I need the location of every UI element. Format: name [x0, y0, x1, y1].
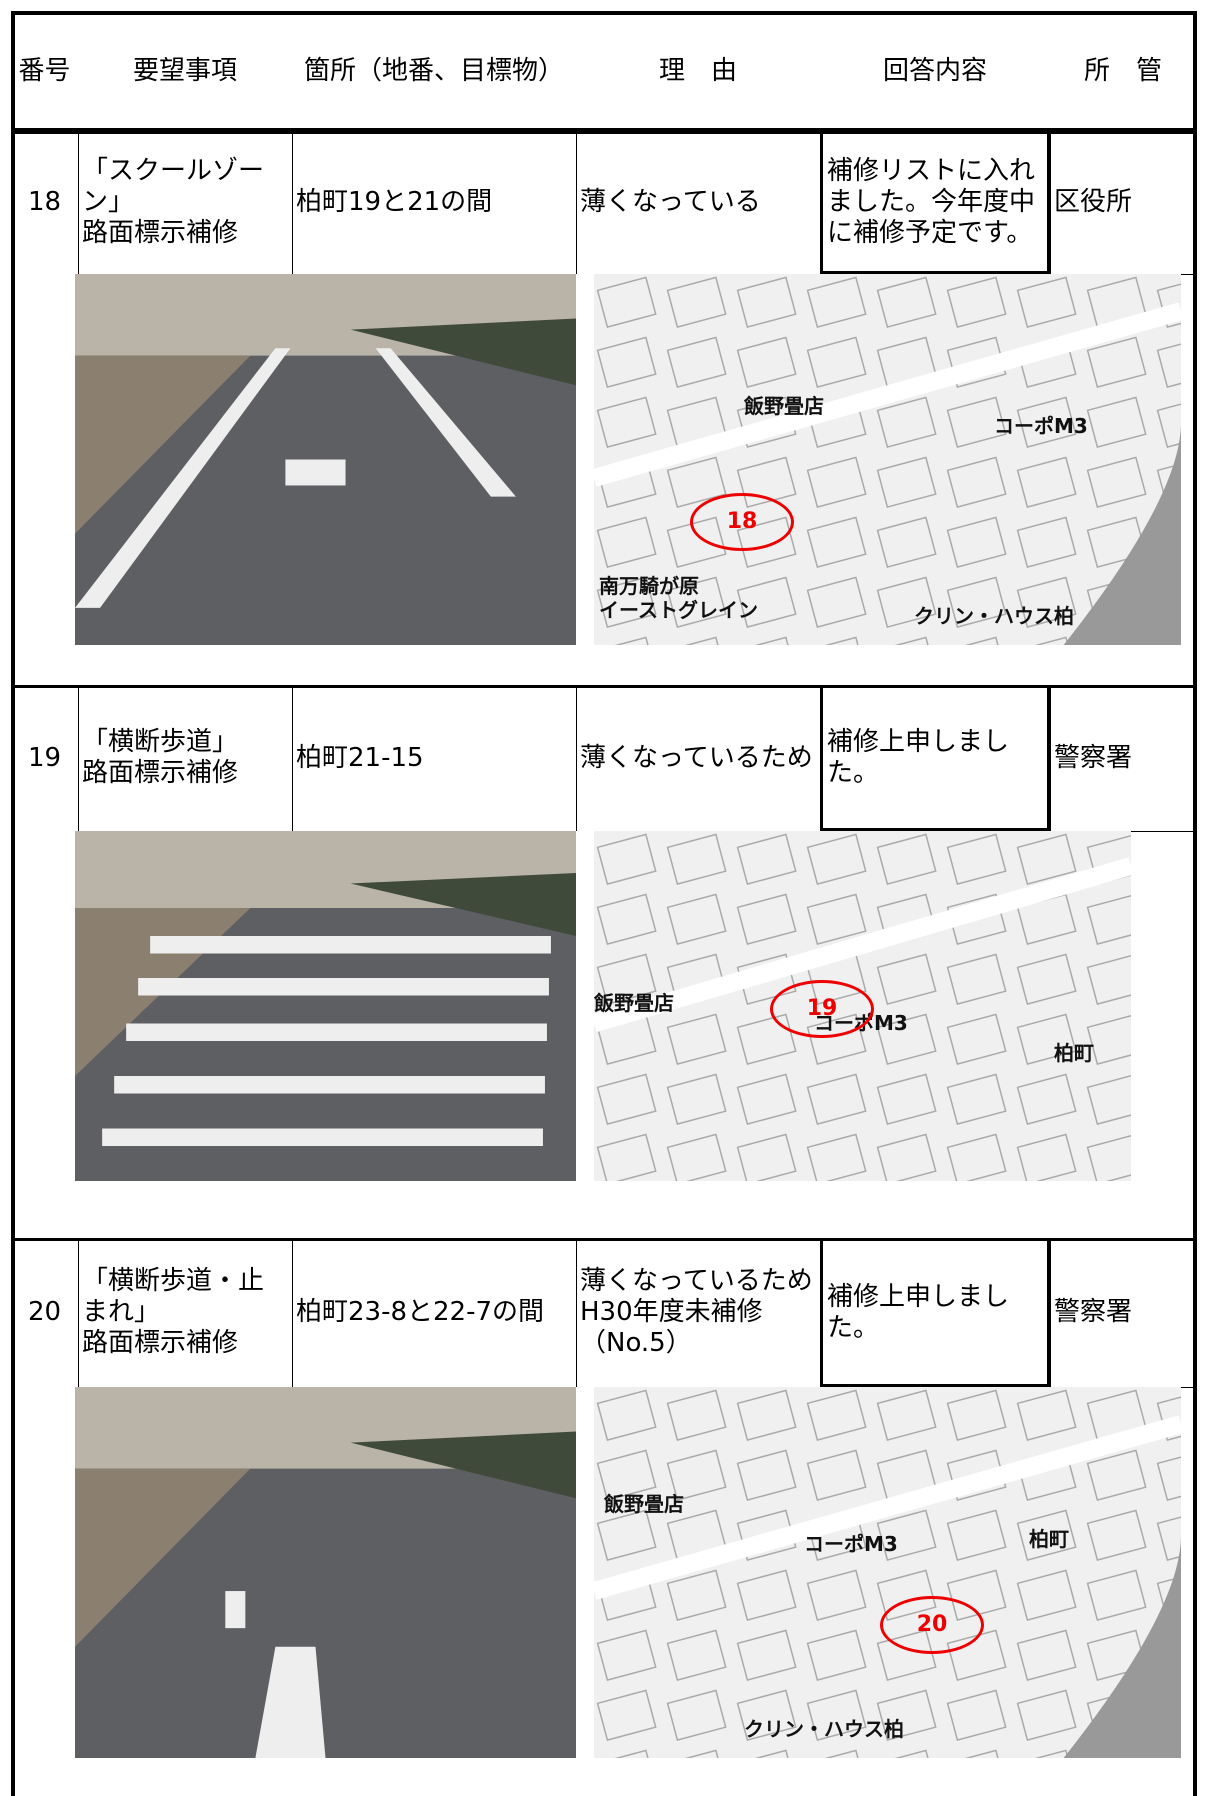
map: [594, 1387, 1181, 1758]
border-line: [292, 1238, 293, 1387]
table-cell: 18: [27, 187, 62, 217]
table-cell: 柏町21-15: [296, 742, 424, 773]
map: [594, 274, 1181, 645]
border-line: [576, 685, 577, 831]
border-line: [1050, 131, 1051, 274]
header-cell: 要望事項: [132, 55, 237, 86]
map-label: 19: [770, 980, 874, 1038]
map-label: コーポM3: [994, 414, 1088, 438]
table-cell: 補修リストに入れました。今年度中に補修予定です。: [820, 131, 1050, 274]
border-line: [11, 1238, 1196, 1241]
border-line: [1193, 11, 1197, 1796]
table-cell: 19: [27, 742, 62, 773]
table-cell: 警察署: [1054, 1297, 1133, 1327]
map-label: 20: [880, 1596, 984, 1654]
map-label: クリン・ハウス柏: [914, 604, 1074, 628]
table-cell: 補修上申しました。: [820, 685, 1050, 831]
header-cell: 理 由: [658, 55, 737, 86]
map-label: 柏町: [1029, 1527, 1069, 1551]
table-cell: 薄くなっているため: [580, 742, 813, 773]
border-line: [820, 1238, 821, 1387]
border-line: [78, 131, 79, 274]
map-label: 南万騎が原 イーストグレイン: [599, 574, 758, 622]
table-cell: 「横断歩道」 路面標示補修: [82, 727, 239, 788]
table-cell: 「横断歩道・止まれ」 路面標示補修: [82, 1266, 265, 1358]
photo: [75, 274, 576, 645]
map-label: コーポM3: [804, 1532, 898, 1556]
border-line: [820, 685, 821, 831]
border-line: [11, 685, 1196, 688]
border-line: [1050, 1238, 1051, 1387]
border-line: [78, 685, 79, 831]
photo: [75, 831, 576, 1181]
border-line: [576, 131, 577, 274]
border-line: [820, 131, 821, 274]
map-label: 柏町: [1054, 1041, 1094, 1065]
table-cell: 20: [27, 1297, 62, 1327]
table-cell: 柏町19と21の間: [296, 187, 493, 217]
map-label: 18: [690, 493, 794, 551]
map-label: 飯野畳店: [604, 1492, 684, 1516]
border-line: [11, 128, 1196, 132]
border-line: [11, 11, 1196, 15]
table-cell: 薄くなっているため H30年度未補修 （No.5）: [580, 1266, 813, 1358]
border-line: [78, 1238, 79, 1387]
map-label: クリン・ハウス柏: [744, 1717, 904, 1741]
header-cell: 回答内容: [882, 55, 987, 86]
header-cell: 箇所（地番、目標物）: [303, 55, 564, 86]
table-cell: 「スクールゾーン」 路面標示補修: [82, 156, 265, 248]
border-line: [11, 11, 15, 1796]
header-cell: 番号: [18, 55, 71, 86]
photo: [75, 1387, 576, 1758]
border-line: [11, 131, 1196, 134]
map-label: 飯野畳店: [744, 394, 824, 418]
border-line: [292, 131, 293, 274]
map-label: 飯野畳店: [594, 991, 674, 1015]
border-line: [292, 685, 293, 831]
border-line: [1050, 685, 1051, 831]
table-cell: 補修上申しました。: [820, 1238, 1050, 1387]
table-cell: 柏町23-8と22-7の間: [296, 1297, 545, 1327]
table-cell: 警察署: [1054, 742, 1133, 773]
table-cell: 区役所: [1054, 187, 1133, 217]
table-cell: 薄くなっている: [580, 187, 761, 217]
header-cell: 所 管: [1083, 55, 1162, 86]
border-line: [576, 1238, 577, 1387]
